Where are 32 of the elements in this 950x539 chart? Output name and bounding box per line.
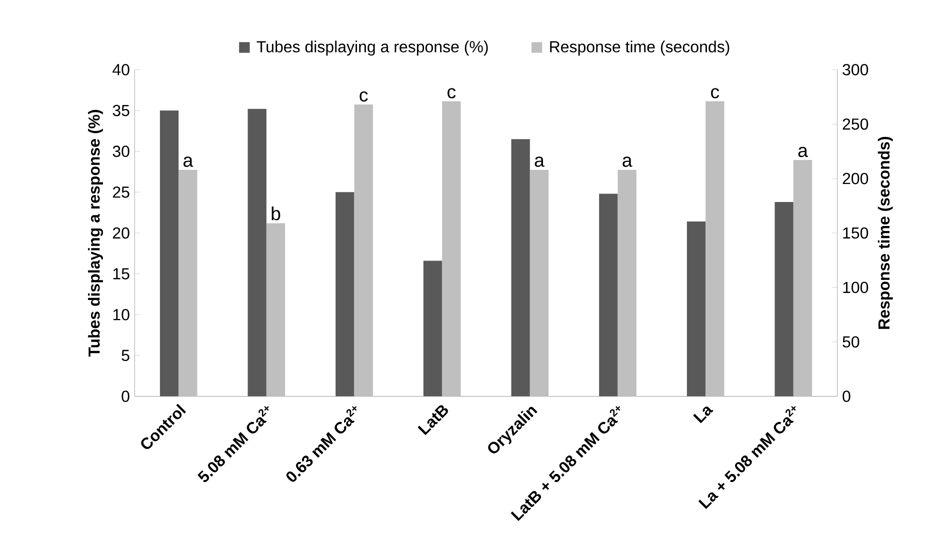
y2-axis-title: Response time (seconds) [878,136,893,329]
y2-tick-label: 200 [842,172,868,184]
bar [442,101,461,396]
annotation: a [798,146,808,158]
y-tick-label: 20 [112,227,130,239]
y-tick-label: 25 [112,186,130,198]
annotation: c [448,88,456,98]
y-axis-title: Tubes displaying a response (%) [88,110,104,357]
annotation: a [184,156,194,167]
x-tick-label: La [693,406,714,424]
y2-tick-label: 0 [842,390,850,402]
y2-tick-label: 100 [843,282,868,294]
y-tick-label: 10 [113,309,130,320]
annotation: c [711,88,720,98]
y-tick-label: 35 [112,104,130,116]
y-tick-label: 5 [122,350,130,362]
y2-tick-label: 300 [842,64,868,76]
legend-label: Response time (seconds) [550,40,730,56]
y2-tick-label: 250 [842,118,868,130]
y2-tick-label: 150 [843,227,868,239]
x-tick-label: 0.63 mM Ca$^{2+}$ [286,406,357,482]
annotation: a [534,156,544,167]
y-tick-label: 15 [113,268,130,280]
y2-tick-label: 50 [842,336,860,348]
x-tick-label: 5.08 mM Ca$^{2+}$ [198,406,269,482]
y-tick-label: 40 [112,64,130,76]
annotation: b [272,206,280,220]
legend-label: Tubes displaying a response (%) [256,40,488,56]
annotation: a [622,156,632,167]
annotation: c [360,91,368,102]
y-tick-label: 30 [112,146,130,157]
y-tick-label: 0 [122,390,130,402]
